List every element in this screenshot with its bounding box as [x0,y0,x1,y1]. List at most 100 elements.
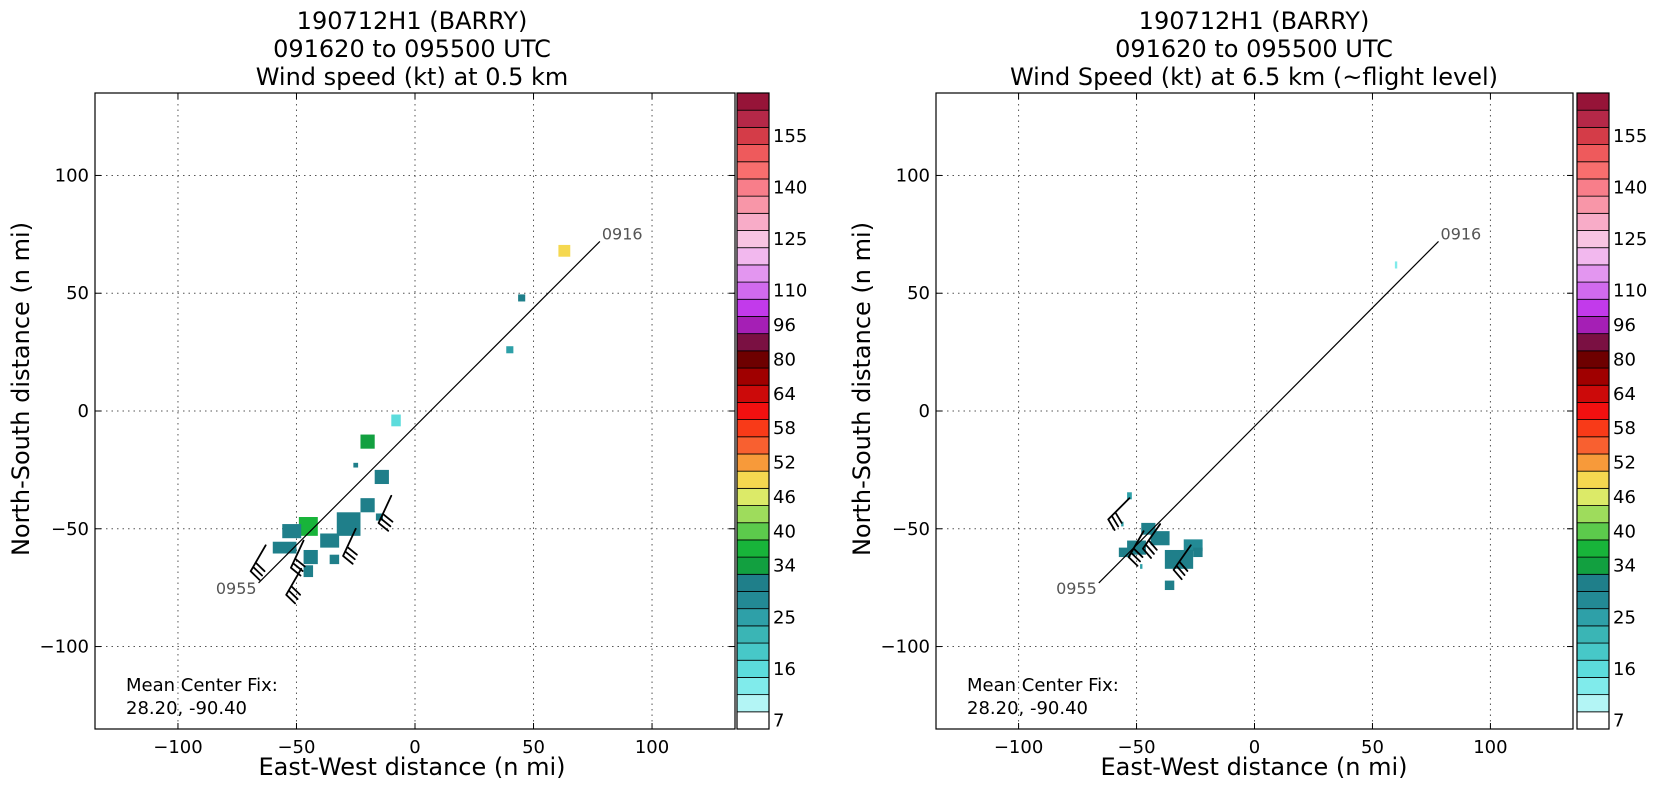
colorbar-tick-label: 58 [773,418,796,439]
colorbar-segment [1576,178,1610,197]
x-axis-label: East-West distance (n mi) [1100,753,1407,781]
colorbar-tick-label: 140 [1613,178,1647,199]
colorbar-tick-label: 110 [773,281,807,302]
wind-speed-cell [336,512,361,536]
wind-speed-cell [303,549,318,565]
y-tick-label: 100 [55,165,89,186]
wind-speed-cell [1140,564,1143,569]
wind-speed-cell [558,244,571,257]
colorbar-segment [1576,333,1610,352]
colorbar-tick-label: 64 [1613,384,1636,405]
wind-speed-cell [506,346,514,354]
y-tick-label: −50 [51,519,89,540]
colorbar-tick-label: 110 [1613,281,1647,302]
colorbar-tick-label: 16 [773,659,796,680]
colorbar-segment [1576,436,1610,455]
colorbar-tick-label: 16 [1613,659,1636,680]
wind-barb [1127,530,1145,567]
wind-speed-cell [374,469,389,485]
colorbar-tick-label: 125 [1613,229,1647,250]
colorbar-tick-label: 125 [773,229,807,250]
wind-speed-cell [1394,261,1398,269]
y-tick-label: 100 [896,165,930,186]
colorbar-tick-label: 40 [773,521,796,542]
colorbar-segment [1576,470,1610,489]
chart-title-line-2: 091620 to 095500 UTC [1115,35,1393,63]
wind-speed-cell [1193,547,1203,558]
wind-barb [285,567,303,605]
colorbar-tick-label: 25 [773,607,796,628]
colorbar-segment [736,608,770,627]
colorbar-segment [1576,505,1610,524]
x-tick-label: −100 [994,737,1043,758]
colorbar-segment [1576,402,1610,420]
colorbar-tick-label: 52 [1613,453,1636,474]
y-axis-label: North-South distance (n mi) [7,222,35,556]
colorbar-segment [736,470,770,489]
colorbar-segment [1576,608,1610,627]
track-start-label: 0916 [1441,224,1482,243]
colorbar-segment [1576,264,1610,283]
colorbar-tick-label: 96 [773,315,796,336]
colorbar-segment [736,264,770,283]
colorbar-tick-label: 96 [1613,315,1636,336]
x-tick-label: 50 [1361,737,1384,758]
wind-barb [342,527,358,565]
x-tick-label: 100 [635,737,669,758]
colorbar: 7 16 25 34 40 46 52 58 64 80 96 110 125 140 155 [736,92,807,731]
colorbar-segment [736,677,770,696]
colorbar-segment [736,367,770,386]
colorbar-tick-label: 34 [773,556,796,577]
chart-title-line-3: Wind speed (kt) at 0.5 km [256,63,569,91]
y-tick-label: 50 [66,283,89,304]
colorbar-segment [736,625,770,644]
colorbar-segment [736,92,770,111]
plot-area: 0916 0955 −100 −50 0 50 100 −100 −50 0 50 100 [40,92,736,758]
colorbar-tick-label: 40 [1613,521,1636,542]
colorbar-segment [736,333,770,352]
colorbar-segment [736,230,770,249]
colorbar-tick-label: 52 [773,453,796,474]
colorbar-segment [1576,694,1610,713]
x-axis-label: East-West distance (n mi) [258,753,565,781]
colorbar-tick-label: 140 [773,178,807,199]
colorbar-segment [736,350,770,369]
wind-speed-cell [1118,547,1131,558]
x-tick-label: 0 [409,737,420,758]
colorbar-segment [736,126,770,145]
wind-speed-cell [320,533,340,548]
colorbar-tick-label: 155 [773,126,807,147]
y-tick-label: −100 [881,637,930,658]
colorbar-segment [1576,419,1610,438]
wind-speed-cell [1164,549,1194,569]
colorbar-segment [1576,625,1610,644]
wind-barb [377,494,394,532]
colorbar-segment [736,591,770,610]
wind-speed-cell [360,434,375,449]
chart-title-line-1: 190712H1 (BARRY) [297,7,528,35]
wind-speed-cell [360,498,375,513]
colorbar-segment [736,453,770,472]
colorbar-segment [1576,711,1610,730]
colorbar-segment [736,694,770,713]
colorbar-segment [1576,367,1610,386]
colorbar-segment [736,659,770,678]
x-tick-label: 50 [522,737,545,758]
colorbar-segment [1576,556,1610,575]
colorbar-segment [1576,350,1610,369]
wind-speed-cell [1183,539,1203,552]
colorbar-segment [1576,384,1610,403]
colorbar-segment [736,109,770,128]
colorbar-segment [1576,539,1610,558]
colorbar-segment [736,144,770,163]
y-tick-label: 0 [78,401,89,422]
colorbar-segment [1576,453,1610,472]
wind-speed-cell [391,414,401,427]
x-tick-label: −100 [153,737,202,758]
colorbar-segment [1576,109,1610,128]
wind-speed-cell [518,294,526,302]
plot-area: 0916 0955 −100 −50 0 50 100 −100 −50 0 50 100 [881,92,1574,758]
wind-barb [249,544,267,581]
wind-speed-cell [282,524,302,539]
